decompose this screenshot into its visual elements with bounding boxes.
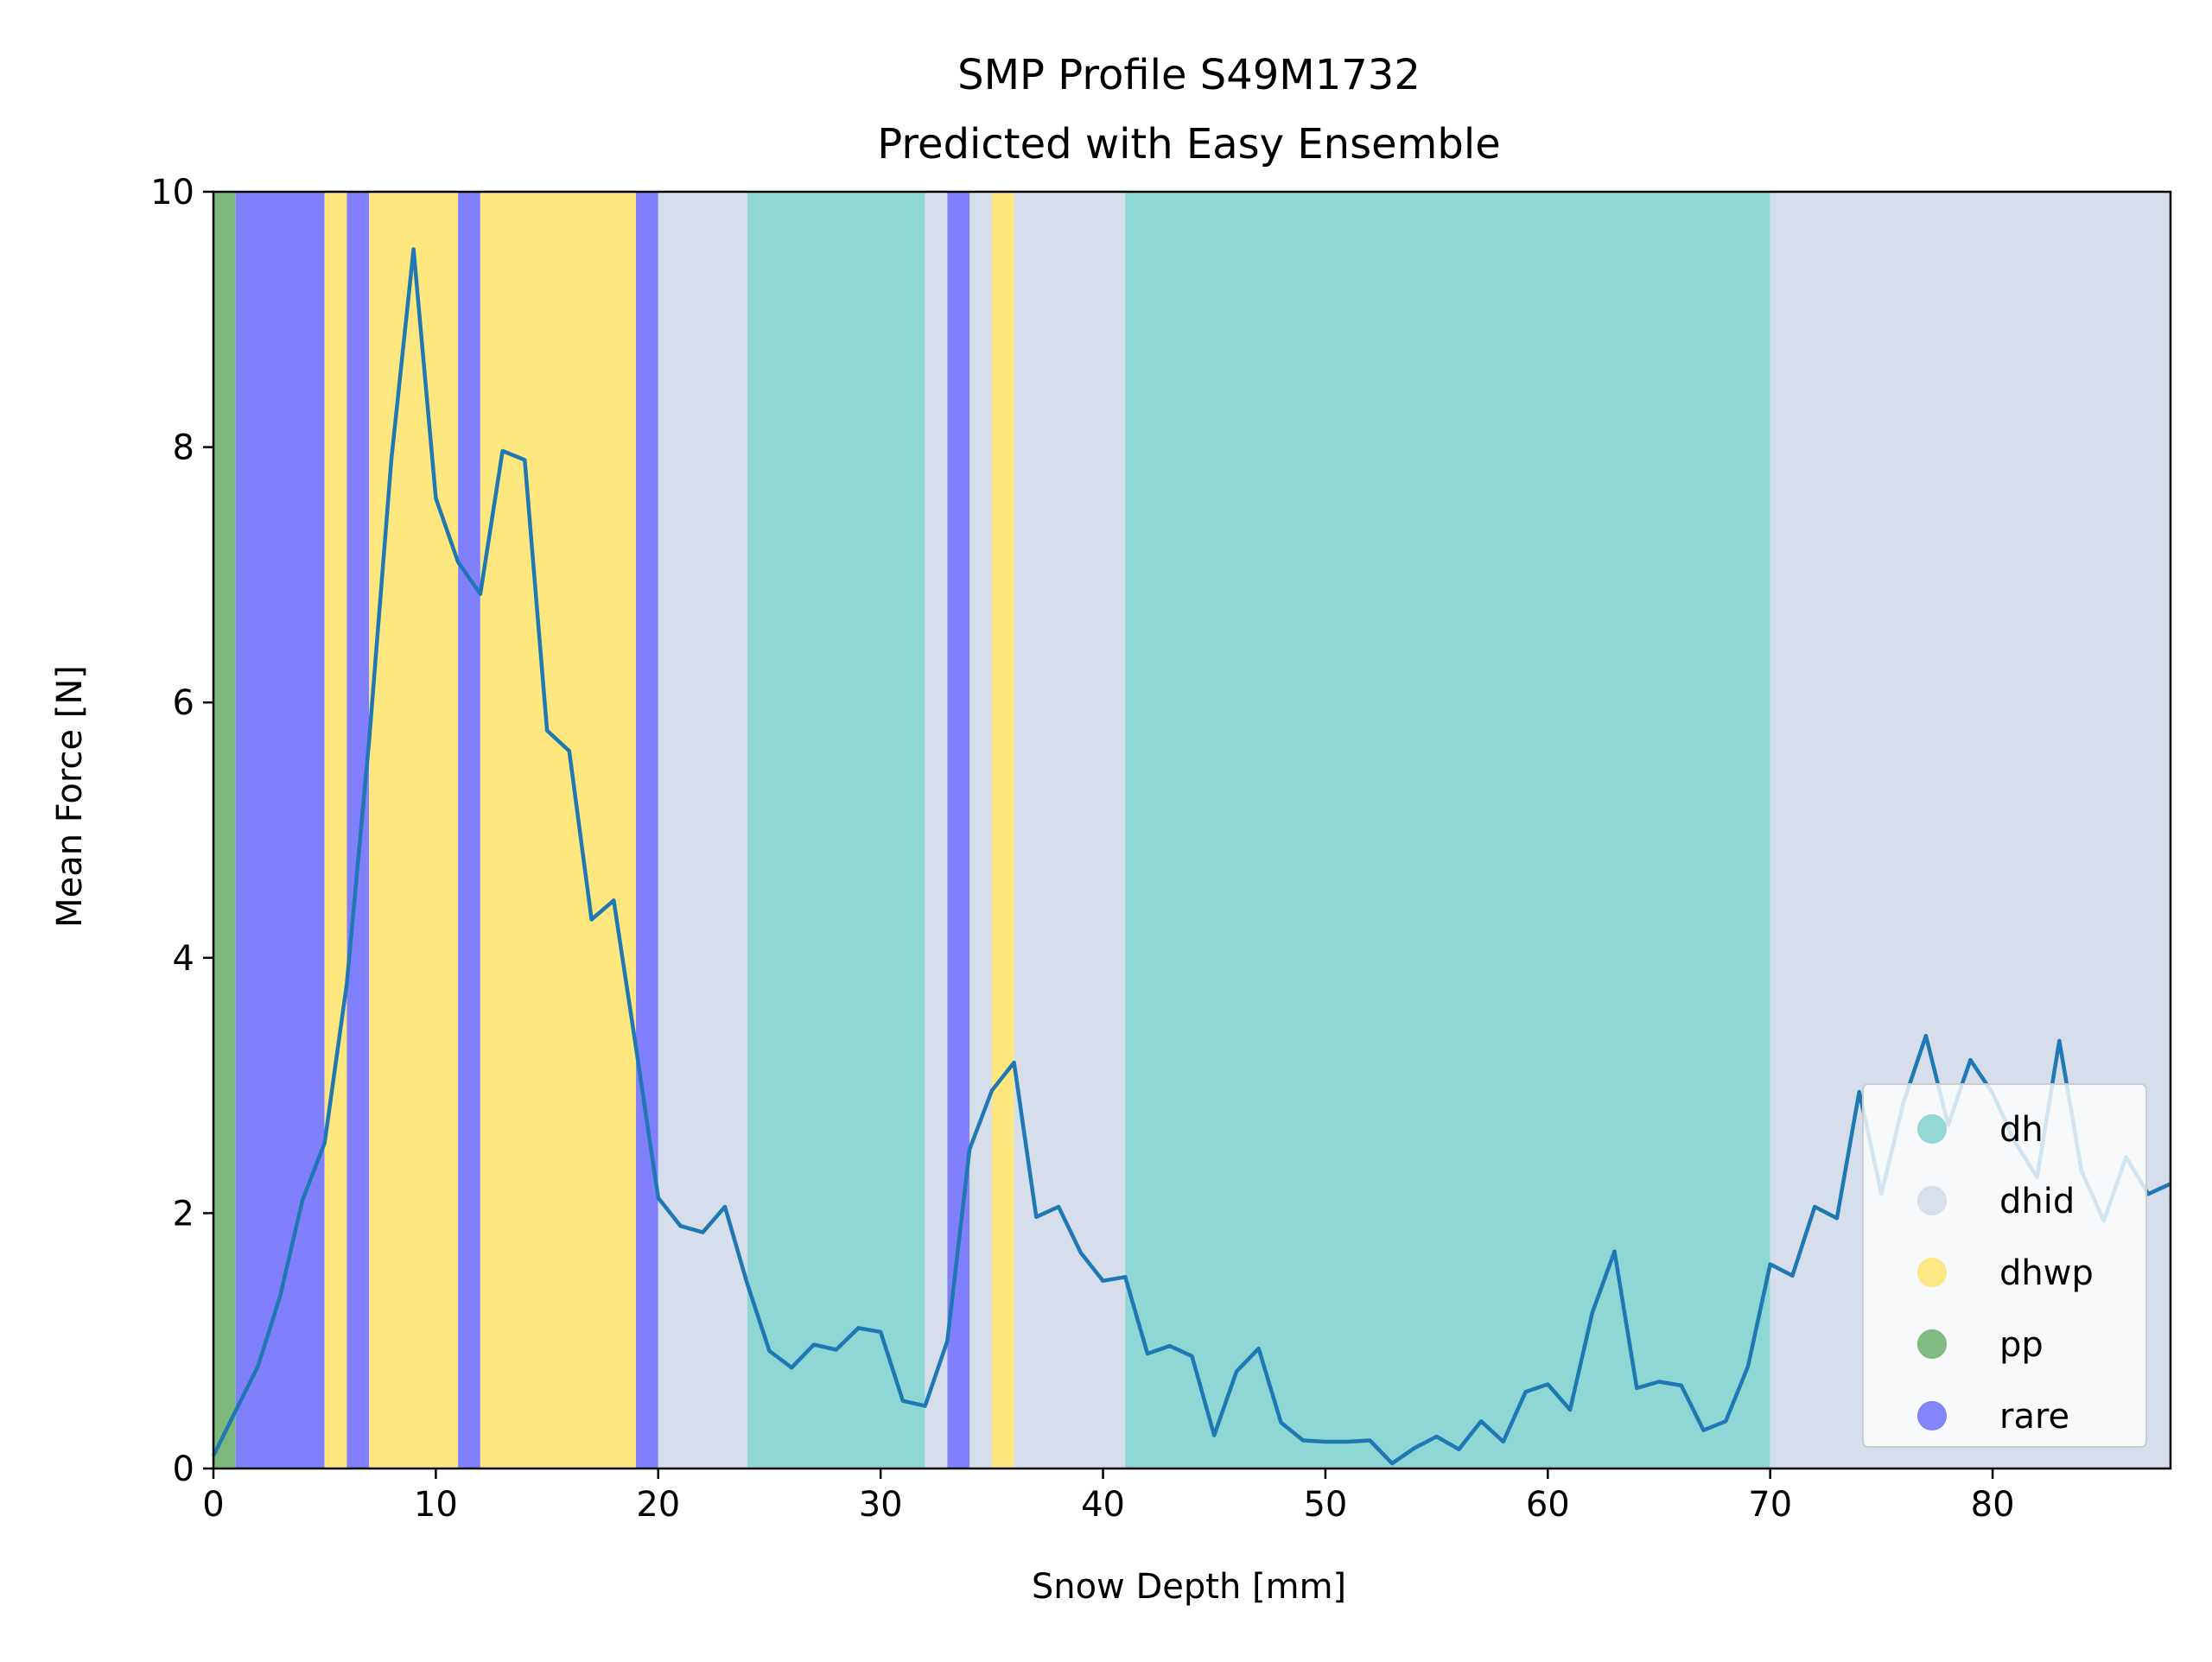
x-tick-label: 30: [859, 1485, 903, 1525]
legend-label-pp: pp: [1999, 1325, 2044, 1365]
y-tick-label: 2: [173, 1194, 194, 1234]
band-dh: [1125, 192, 1770, 1469]
legend-marker-dh: [1917, 1114, 1947, 1144]
x-tick-label: 0: [202, 1485, 224, 1525]
band-dhwp: [369, 192, 459, 1469]
x-tick-label: 80: [1971, 1485, 2015, 1525]
band-dhid: [925, 192, 948, 1469]
band-rare: [458, 192, 480, 1469]
legend-marker-dhid: [1917, 1186, 1947, 1215]
legend-marker-pp: [1917, 1329, 1947, 1359]
band-dhid: [969, 192, 992, 1469]
band-dhid: [1014, 192, 1126, 1469]
x-tick-label: 40: [1081, 1485, 1125, 1525]
legend-label-rare: rare: [1999, 1397, 2069, 1437]
band-dhid: [658, 192, 747, 1469]
y-axis-label: Mean Force [N]: [50, 665, 90, 928]
mean-force-line: [211, 247, 2171, 1466]
band-dhwp: [991, 192, 1014, 1469]
x-axis: 0 10 20 30 40 50 60 70 80: [202, 1469, 2015, 1525]
band-dhwp: [480, 192, 637, 1469]
x-tick-label: 70: [1748, 1485, 1792, 1525]
band-rare: [346, 192, 370, 1469]
band-rare: [947, 192, 970, 1469]
y-tick-label: 4: [173, 939, 194, 979]
plot-frame: [212, 190, 2172, 1470]
legend-marker-dhwp: [1917, 1258, 1947, 1287]
y-tick-label: 0: [173, 1449, 194, 1489]
x-axis-label: Snow Depth [mm]: [1032, 1567, 1346, 1607]
x-tick-label: 60: [1526, 1485, 1570, 1525]
x-tick-label: 20: [636, 1485, 680, 1525]
band-rare: [235, 192, 325, 1469]
x-tick-label: 10: [414, 1485, 458, 1525]
y-tick-label: 8: [173, 428, 194, 468]
class-bands: [213, 192, 2171, 1469]
legend: dh dhid dhwp pp rare: [1862, 1083, 2147, 1448]
band-dhwp: [324, 192, 347, 1469]
x-tick-label: 50: [1303, 1485, 1347, 1525]
legend-label-dhwp: dhwp: [1999, 1253, 2094, 1293]
y-axis: 0 2 4 6 8 10: [150, 173, 213, 1489]
legend-label-dh: dh: [1999, 1110, 2044, 1150]
band-rare: [636, 192, 658, 1469]
force-line-layer: [211, 247, 2171, 1466]
chart-title: SMP Profile S49M1732: [957, 51, 1421, 99]
chart-subtitle: Predicted with Easy Ensemble: [877, 120, 1500, 168]
band-dh: [747, 192, 925, 1469]
legend-marker-rare: [1917, 1401, 1947, 1430]
y-tick-label: 10: [150, 173, 194, 213]
legend-label-dhid: dhid: [1999, 1182, 2075, 1221]
y-tick-label: 6: [173, 683, 194, 723]
band-pp: [213, 192, 236, 1469]
